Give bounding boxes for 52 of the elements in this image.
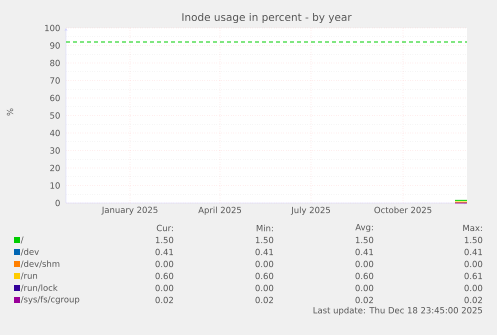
y-tick-label: 60 (50, 94, 60, 102)
text: 1.50 (464, 236, 482, 244)
text: 0.00 (156, 284, 174, 292)
text: 0.41 (464, 248, 482, 256)
text: 0.41 (156, 248, 174, 256)
text: Last update: Thu Dec 18 23:45:00 2025 (314, 306, 482, 316)
y-tick-label: 70 (50, 77, 60, 84)
y-tick-label: 40 (50, 130, 60, 136)
chart-title: Inode usage in percent - by year (182, 12, 352, 24)
y-axis-title: % (6, 108, 14, 116)
y-tick-label: 30 (50, 147, 60, 154)
text: Cur: (156, 224, 173, 232)
legend-label: /run (20, 272, 38, 280)
text: Max: (463, 224, 482, 232)
text: 0.02 (464, 296, 482, 304)
x-tick-label: July 2025 (290, 206, 330, 215)
x-tick-label: January 2025 (101, 206, 158, 215)
text: 0.02 (256, 296, 273, 304)
text: 0.60 (156, 272, 174, 280)
y-tick-label: 90 (50, 42, 60, 49)
text: 0.41 (256, 248, 274, 256)
text: 0.02 (356, 296, 373, 304)
text: 0.00 (256, 260, 274, 268)
text: Avg: (355, 224, 373, 232)
legend-label: /run/lock (20, 284, 58, 292)
text: 0.00 (256, 284, 274, 292)
text: 1.50 (356, 236, 374, 244)
text: 0.00 (356, 260, 374, 268)
legend-label: / (20, 236, 24, 244)
legend-label: /sys/fs/cgroup (20, 296, 80, 304)
text: 1.50 (156, 236, 174, 244)
x-tick-label: October 2025 (374, 206, 432, 214)
text: 0.00 (464, 260, 482, 268)
text: 0.00 (156, 260, 174, 268)
y-tick-label: 50 (50, 112, 60, 119)
x-tick-label: April 2025 (198, 206, 242, 215)
y-tick-label: 0 (56, 200, 60, 206)
text: 0.60 (256, 272, 274, 280)
text: 0.00 (464, 284, 482, 292)
y-tick-label: 20 (50, 164, 60, 172)
text: 0.60 (356, 272, 374, 280)
text: 0.00 (356, 284, 374, 292)
text: Min: (256, 224, 273, 232)
y-tick-label: 100 (45, 24, 60, 32)
y-tick-label: 10 (50, 182, 60, 189)
legend-label: /dev (20, 248, 39, 256)
text: 1.50 (256, 236, 274, 244)
text: 0.61 (464, 272, 482, 280)
text: 0.02 (156, 296, 173, 304)
y-tick-label: 80 (50, 60, 60, 66)
text: 0.41 (356, 248, 374, 256)
legend-label: /dev/shm (20, 260, 60, 268)
